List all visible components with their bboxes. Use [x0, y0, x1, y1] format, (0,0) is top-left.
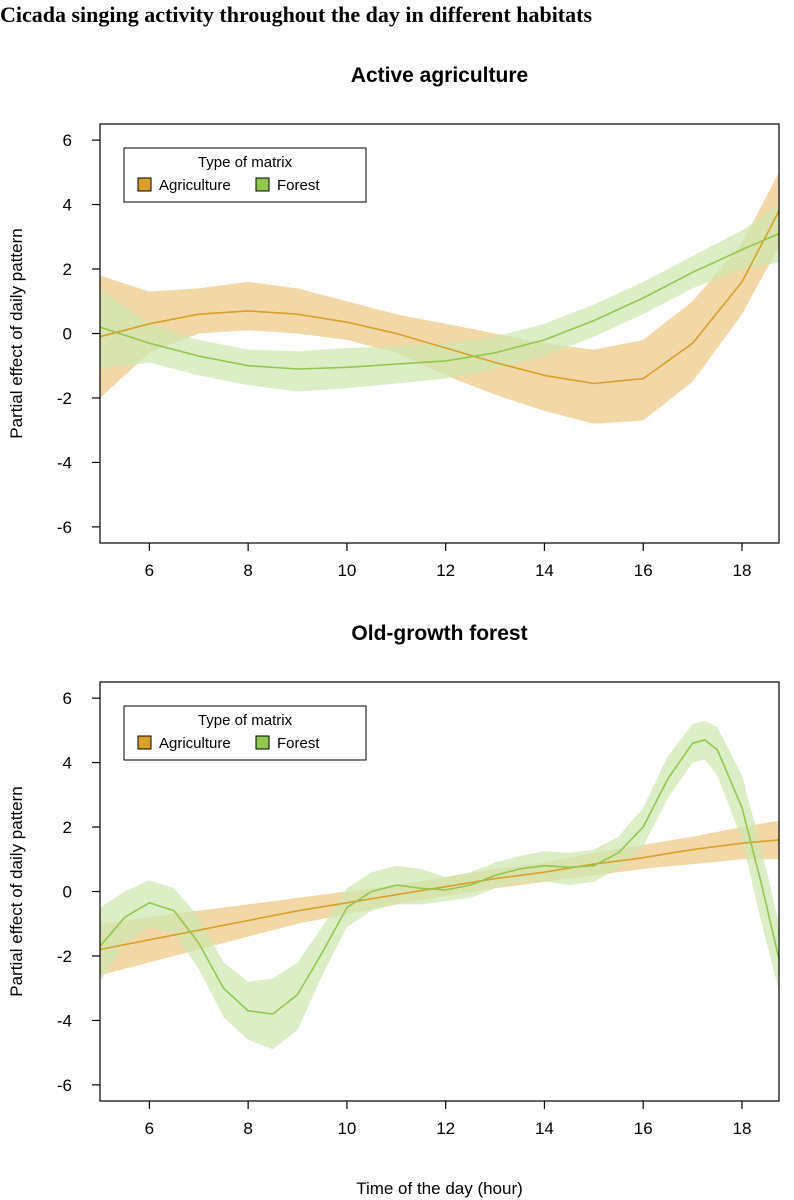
legend-swatch-forest: [255, 735, 270, 750]
y-tick-label: -6: [57, 1076, 72, 1095]
y-axis-label: Partial effect of daily pattern: [7, 786, 26, 996]
legend-swatch-forest: [255, 177, 270, 192]
x-tick-label: 6: [145, 561, 154, 580]
confidence-band-agriculture: [100, 172, 779, 424]
y-tick-label: 4: [63, 196, 72, 215]
series-line-agriculture: [99, 839, 780, 951]
series-line-forest: [99, 739, 780, 1015]
legend-box: [123, 147, 367, 203]
legend-label-agriculture: Agriculture: [159, 735, 231, 752]
x-tick-label: 16: [634, 1119, 653, 1138]
legend-label-forest: Forest: [277, 735, 320, 752]
x-tick-label: 16: [634, 561, 653, 580]
chart-title: Old-growth forest: [351, 622, 527, 645]
legend-box: [123, 705, 367, 761]
y-tick-label: -4: [57, 1011, 72, 1030]
confidence-band-forest: [100, 720, 779, 1050]
x-tick-label: 18: [733, 1119, 752, 1138]
x-axis-label: Time of the day (hour): [356, 1179, 523, 1198]
x-tick-label: 10: [337, 1119, 356, 1138]
x-tick-label: 10: [337, 561, 356, 580]
x-tick-label: 14: [535, 1119, 554, 1138]
y-tick-label: -6: [57, 518, 72, 537]
y-tick-label: 4: [63, 754, 72, 773]
chart-panel-1: Active agriculture -6 -4 -2 0 2 4 6 6 8 10 12 14 16 18…: [7, 64, 780, 580]
chart-title: Active agriculture: [351, 64, 528, 87]
y-tick-label: -2: [57, 389, 72, 408]
x-tick-label: 8: [243, 561, 252, 580]
legend: Type of matrix Agriculture Forest: [123, 705, 367, 761]
y-tick-label: 0: [63, 883, 72, 902]
figure-title: Cicada singing activity throughout the d…: [0, 2, 593, 27]
y-tick-label: -2: [57, 947, 72, 966]
y-tick-label: 2: [63, 818, 72, 837]
legend-title: Type of matrix: [198, 154, 293, 171]
y-tick-label: 2: [63, 260, 72, 279]
x-tick-label: 12: [436, 1119, 455, 1138]
x-tick-label: 14: [535, 561, 554, 580]
legend-title: Type of matrix: [198, 712, 293, 729]
x-tick-label: 6: [145, 1119, 154, 1138]
legend: Type of matrix Agriculture Forest: [123, 147, 367, 203]
x-tick-label: 12: [436, 561, 455, 580]
y-axis-label: Partial effect of daily pattern: [7, 228, 26, 438]
y-tick-label: 0: [63, 325, 72, 344]
legend-swatch-agriculture: [137, 735, 152, 750]
x-tick-label: 18: [733, 561, 752, 580]
y-tick-label: 6: [63, 131, 72, 150]
y-tick-label: -4: [57, 453, 72, 472]
legend-label-agriculture: Agriculture: [159, 177, 231, 194]
legend-swatch-agriculture: [137, 177, 152, 192]
series-line-forest: [99, 232, 780, 370]
chart-panel-2: Old-growth forest -6 -4 -2 0 2 4 6 6 8 10 12 14 16 18 P…: [7, 622, 780, 1198]
legend-label-forest: Forest: [277, 177, 320, 194]
series-line-agriculture: [99, 210, 780, 385]
x-tick-label: 8: [243, 1119, 252, 1138]
y-tick-label: 6: [63, 689, 72, 708]
